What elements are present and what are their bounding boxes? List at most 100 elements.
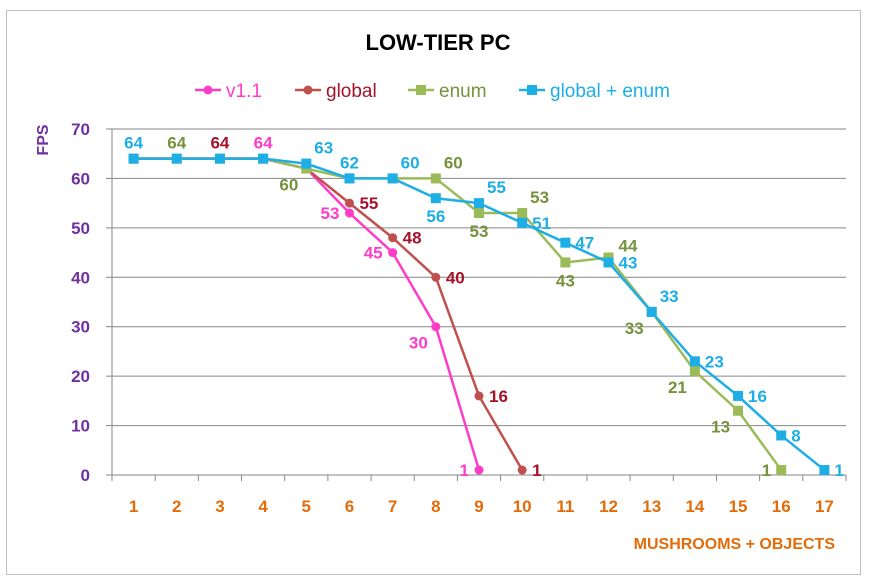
x-tick-label: 9 bbox=[474, 497, 483, 516]
series-line-v1-1 bbox=[133, 157, 481, 471]
legend-label-global: global bbox=[326, 81, 377, 102]
series-markers bbox=[128, 153, 830, 476]
x-tick-label: 13 bbox=[642, 497, 661, 516]
data-labels: 6453453016455484016164606053534344332113… bbox=[124, 134, 844, 480]
data-label-global-enum: 63 bbox=[314, 139, 333, 158]
data-label-global: 55 bbox=[359, 194, 378, 213]
y-axis-title: FPS bbox=[35, 124, 52, 155]
x-tick-label: 4 bbox=[258, 497, 268, 516]
x-axis-title: MUSHROOMS + OBJECTS bbox=[634, 536, 836, 553]
data-label-global-enum: 33 bbox=[660, 287, 679, 306]
data-label-enum: 21 bbox=[668, 378, 687, 397]
data-label-enum: 1 bbox=[762, 461, 771, 480]
data-label-v1-1: 45 bbox=[364, 244, 383, 263]
point-v1-1 bbox=[474, 465, 484, 475]
chart-title: LOW-TIER PC bbox=[366, 30, 511, 55]
point-global-enum bbox=[430, 193, 441, 204]
x-tick-label: 15 bbox=[729, 497, 748, 516]
legend: v1.1 global enum global + enum bbox=[195, 81, 670, 102]
data-label-global: 64 bbox=[210, 134, 229, 153]
point-global-enum bbox=[517, 217, 528, 228]
x-tick-label: 8 bbox=[431, 497, 440, 516]
x-tick-label: 7 bbox=[388, 497, 397, 516]
axes bbox=[106, 128, 847, 481]
data-label-global: 48 bbox=[403, 229, 422, 248]
point-global bbox=[344, 198, 354, 208]
point-global bbox=[388, 233, 398, 243]
point-enum bbox=[474, 208, 484, 219]
point-global-enum bbox=[733, 390, 744, 401]
point-enum bbox=[517, 208, 528, 219]
x-tick-labels: 1 2 3 4 5 6 7 8 9 10 11 12 13 14 15 16 17 bbox=[129, 497, 834, 516]
point-global-enum bbox=[560, 237, 571, 248]
point-global-enum bbox=[258, 153, 269, 164]
y-tick-label: 40 bbox=[71, 268, 90, 287]
x-tick-label: 6 bbox=[345, 497, 354, 516]
y-tick-label: 50 bbox=[71, 219, 90, 238]
point-global-enum bbox=[128, 153, 139, 164]
data-label-enum: 60 bbox=[444, 153, 463, 172]
point-global bbox=[431, 272, 441, 282]
legend-marker-global-enum bbox=[527, 85, 537, 95]
point-global bbox=[474, 391, 484, 401]
point-v1-1 bbox=[431, 322, 441, 332]
x-tick-label: 5 bbox=[302, 497, 311, 516]
data-label-v1-1: 64 bbox=[254, 134, 273, 153]
point-global-enum bbox=[689, 356, 700, 367]
data-label-enum: 44 bbox=[619, 237, 638, 256]
data-label-global-enum: 1 bbox=[834, 461, 843, 480]
y-tick-label: 70 bbox=[71, 120, 90, 139]
point-enum bbox=[430, 173, 441, 184]
data-label-v1-1: 30 bbox=[409, 334, 428, 353]
data-label-enum: 60 bbox=[279, 176, 298, 195]
legend-label-enum: enum bbox=[439, 81, 487, 102]
point-v1-1 bbox=[344, 208, 354, 218]
point-global-enum bbox=[387, 173, 398, 184]
y-tick-label: 30 bbox=[71, 318, 90, 337]
legend-label-v1-1: v1.1 bbox=[226, 81, 262, 102]
x-tick-label: 12 bbox=[599, 497, 618, 516]
y-tick-label: 0 bbox=[81, 466, 90, 485]
data-label-global: 1 bbox=[532, 461, 541, 480]
data-label-global-enum: 51 bbox=[532, 214, 551, 233]
point-global-enum bbox=[301, 158, 312, 169]
y-tick-labels: 0 10 20 30 40 50 60 70 bbox=[71, 120, 90, 485]
data-label-global-enum: 55 bbox=[487, 178, 506, 197]
data-label-enum: 43 bbox=[556, 271, 575, 290]
x-tick-label: 14 bbox=[685, 497, 704, 516]
legend-label-global-enum: global + enum bbox=[550, 81, 670, 102]
x-tick-label: 17 bbox=[815, 497, 834, 516]
point-global-enum bbox=[819, 465, 830, 476]
data-label-global-enum: 62 bbox=[340, 153, 359, 172]
data-label-global-enum: 23 bbox=[705, 352, 724, 371]
data-label-enum: 64 bbox=[167, 134, 186, 153]
x-tick-label: 16 bbox=[772, 497, 791, 516]
point-global-enum bbox=[474, 198, 484, 209]
data-label-global-enum: 60 bbox=[401, 153, 420, 172]
legend-marker-v1-1 bbox=[203, 85, 213, 95]
y-tick-label: 60 bbox=[71, 169, 90, 188]
data-label-v1-1: 1 bbox=[460, 461, 469, 480]
legend-marker-enum bbox=[416, 85, 426, 95]
point-global-enum bbox=[171, 153, 182, 164]
point-v1-1 bbox=[388, 248, 398, 258]
data-label-global: 16 bbox=[489, 387, 508, 406]
data-label-global-enum: 64 bbox=[124, 134, 143, 153]
x-tick-label: 11 bbox=[556, 497, 574, 516]
data-label-enum: 53 bbox=[530, 188, 549, 207]
point-enum bbox=[689, 366, 700, 377]
point-global-enum bbox=[776, 430, 787, 441]
point-global-enum bbox=[214, 153, 225, 164]
point-global-enum bbox=[603, 257, 614, 268]
chart-frame bbox=[6, 10, 861, 575]
point-global-enum bbox=[344, 173, 355, 184]
data-label-global-enum: 47 bbox=[575, 234, 594, 253]
data-label-enum: 53 bbox=[470, 222, 489, 241]
x-tick-label: 3 bbox=[215, 497, 224, 516]
data-label-v1-1: 53 bbox=[321, 204, 340, 223]
y-tick-label: 10 bbox=[71, 417, 90, 436]
point-global-enum bbox=[646, 306, 657, 317]
series-line-enum bbox=[133, 157, 783, 471]
data-label-global-enum: 56 bbox=[426, 207, 445, 226]
